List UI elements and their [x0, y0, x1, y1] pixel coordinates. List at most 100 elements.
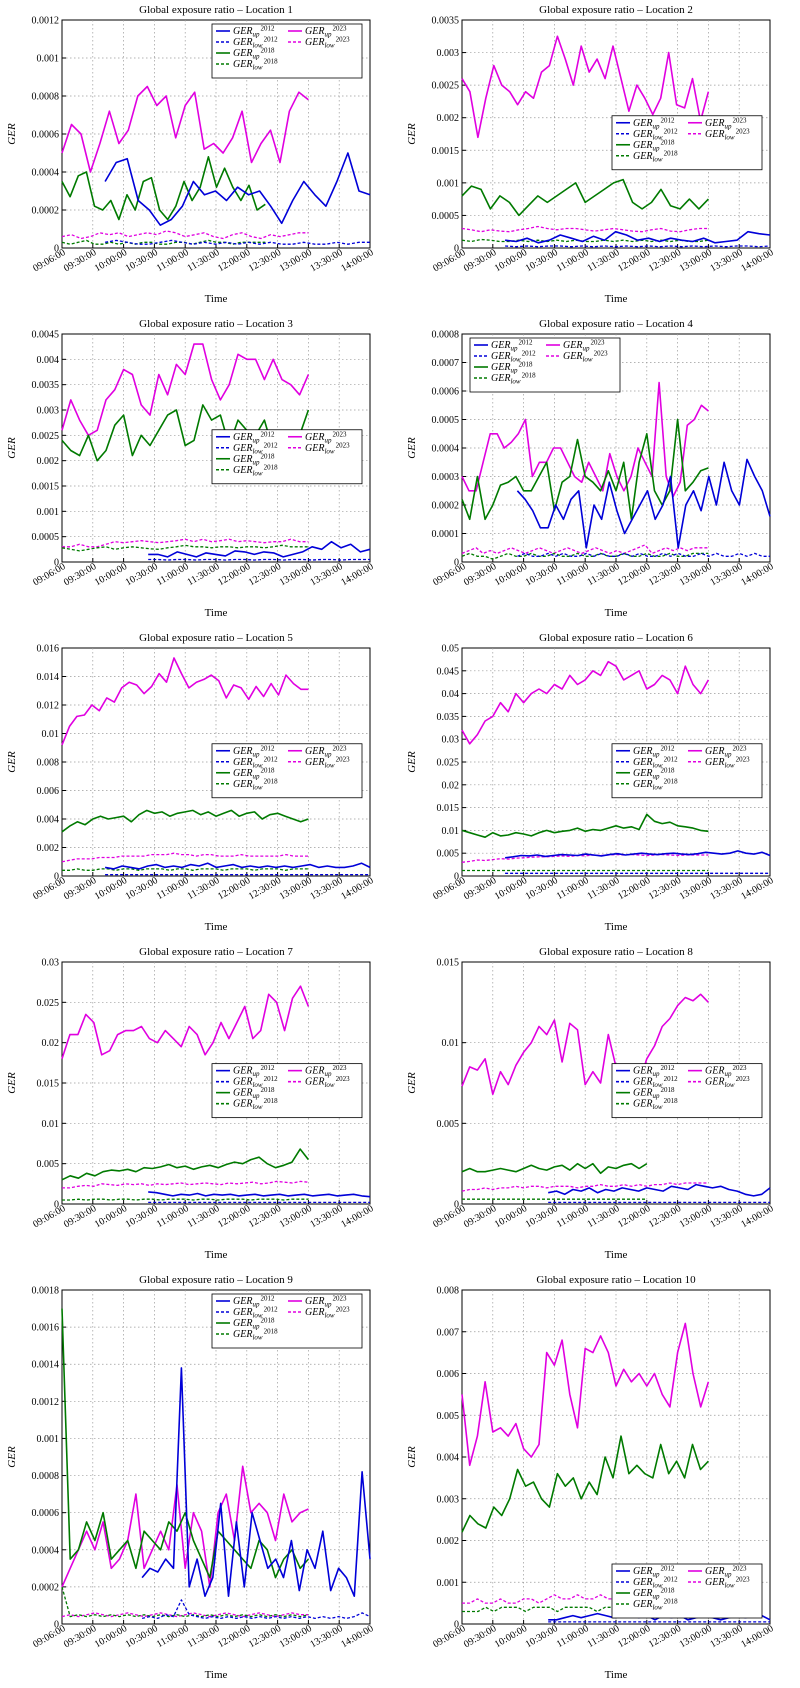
x-tick-label: 09:06:00	[31, 875, 67, 902]
y-tick-label: 0.006	[37, 786, 60, 797]
legend-item-low2023: GERlow2023	[688, 755, 750, 769]
legend-item-up2023: GERup2023	[288, 1064, 347, 1078]
legend-label: GERup2012	[233, 430, 275, 444]
legend-box	[469, 337, 621, 393]
y-tick-label: 0.0012	[32, 1397, 60, 1408]
y-axis-label: GER	[6, 437, 18, 459]
legend-label: GERup2018	[633, 766, 675, 780]
legend-item-low2023: GERlow2023	[288, 1075, 350, 1089]
legend-label: GERlow2023	[563, 350, 608, 364]
series-up2023	[461, 993, 709, 1096]
y-axis-label: GER	[406, 751, 418, 773]
chart-title: Global exposure ratio – Location 10	[536, 1274, 696, 1286]
x-tick-label: 13:00:00	[278, 561, 314, 588]
y-tick-label: 0.03	[42, 958, 60, 969]
y-tick-label: 0.0018	[32, 1286, 60, 1297]
x-tick-label: 12:00:00	[616, 1203, 652, 1230]
y-tick-label: 0.015	[437, 958, 460, 969]
legend-item-low2018: GERlow2018	[216, 58, 278, 72]
x-tick-label: 13:30:00	[708, 561, 744, 588]
series-up2012	[148, 540, 371, 558]
legend-item-up2012: GERup2012	[216, 1064, 275, 1078]
x-tick-label: 09:30:00	[462, 875, 498, 902]
series-low2023	[461, 1182, 709, 1192]
x-tick-label: 12:30:00	[247, 1623, 283, 1650]
legend-item-up2012: GERup2012	[616, 1064, 675, 1078]
y-tick-label: 0.016	[37, 644, 60, 655]
y-tick-label: 0.015	[37, 1079, 60, 1090]
y-tick-label: 0.0016	[32, 1323, 60, 1334]
x-tick-label: 09:06:00	[431, 1203, 467, 1230]
x-tick-label: 11:30:00	[186, 561, 222, 588]
x-tick-label: 13:00:00	[278, 247, 314, 274]
legend-label: GERlow2012	[633, 1576, 678, 1590]
x-tick-label: 12:30:00	[247, 561, 283, 588]
chart-title: Global exposure ratio – Location 2	[539, 4, 693, 16]
legend-label: GERlow2012	[233, 755, 278, 769]
chart-location-5: Global exposure ratio – Location 5 0 0.002…	[6, 632, 376, 933]
legend-item-low2012: GERlow2012	[216, 1075, 278, 1089]
legend-box	[611, 743, 763, 799]
legend-item-low2012: GERlow2012	[616, 1075, 678, 1089]
series-up2012	[505, 230, 771, 244]
legend-label: GERup2023	[705, 116, 747, 130]
legend-item-low2012: GERlow2012	[216, 36, 278, 50]
legend-label: GERup2012	[233, 1064, 275, 1078]
series-up2018	[461, 1435, 709, 1533]
y-tick-label: 0.0035	[432, 16, 460, 27]
y-tick-label: 0.0004	[32, 1545, 60, 1556]
chart-location-2: Global exposure ratio – Location 2 0 0.000…	[406, 4, 776, 305]
y-axis-label: GER	[406, 1446, 418, 1468]
legend-label: GERlow2018	[233, 463, 278, 477]
y-tick-label: 0.0008	[32, 92, 60, 103]
legend-label: GERup2023	[705, 744, 747, 758]
legend-label: GERup2018	[633, 138, 675, 152]
x-tick-label: 14:00:00	[739, 1623, 775, 1650]
x-tick-label: 10:00:00	[93, 1203, 129, 1230]
y-tick-label: 0.02	[442, 780, 460, 791]
legend-label: GERup2018	[233, 766, 275, 780]
legend-item-up2023: GERup2023	[288, 1295, 347, 1309]
legend-item-up2018: GERup2018	[216, 47, 275, 61]
chart-location-3: Global exposure ratio – Location 3 0 0.000…	[6, 318, 376, 619]
x-axis-label: Time	[205, 921, 228, 933]
x-tick-label: 13:00:00	[678, 875, 714, 902]
y-tick-label: 0.002	[437, 1536, 460, 1547]
x-tick-label: 12:30:00	[247, 875, 283, 902]
legend-box	[611, 1563, 763, 1619]
x-tick-label: 13:30:00	[708, 1203, 744, 1230]
legend-label: GERup2023	[305, 25, 347, 39]
legend-label: GERup2018	[233, 452, 275, 466]
x-tick-label: 10:00:00	[93, 1623, 129, 1650]
legend-item-up2023: GERup2023	[546, 339, 605, 353]
y-tick-label: 0	[54, 1200, 59, 1211]
x-tick-label: 12:00:00	[616, 875, 652, 902]
legend-label: GERup2018	[633, 1587, 675, 1601]
legend-label: GERlow2012	[233, 441, 278, 455]
y-tick-label: 0.005	[437, 849, 460, 860]
series-low2018	[61, 544, 309, 552]
legend-label: GERup2023	[563, 339, 605, 353]
y-tick-label: 0.0003	[432, 472, 460, 483]
x-tick-label: 09:06:00	[431, 1623, 467, 1650]
legend: GERup2012 GERup2023 GERlow2012 GERlow2023 GE…	[611, 1063, 763, 1119]
y-axis-label: GER	[6, 1446, 18, 1468]
y-tick-label: 0.01	[42, 729, 60, 740]
y-tick-label: 0.045	[437, 666, 460, 677]
y-tick-label: 0.003	[437, 48, 460, 59]
legend-item-up2023: GERup2023	[288, 430, 347, 444]
legend-item-low2012: GERlow2012	[616, 1576, 678, 1590]
legend-item-low2018: GERlow2018	[616, 777, 678, 791]
x-tick-label: 13:00:00	[278, 1203, 314, 1230]
y-tick-label: 0.003	[437, 1494, 460, 1505]
x-tick-label: 12:00:00	[216, 561, 252, 588]
chart-title: Global exposure ratio – Location 7	[139, 946, 293, 958]
x-tick-label: 12:30:00	[247, 1203, 283, 1230]
x-tick-label: 13:30:00	[708, 875, 744, 902]
x-tick-label: 14:00:00	[339, 875, 375, 902]
x-tick-label: 10:00:00	[493, 875, 529, 902]
legend-item-up2012: GERup2012	[616, 744, 675, 758]
x-tick-label: 14:00:00	[739, 1203, 775, 1230]
x-tick-label: 12:00:00	[216, 1203, 252, 1230]
x-tick-label: 10:00:00	[93, 561, 129, 588]
